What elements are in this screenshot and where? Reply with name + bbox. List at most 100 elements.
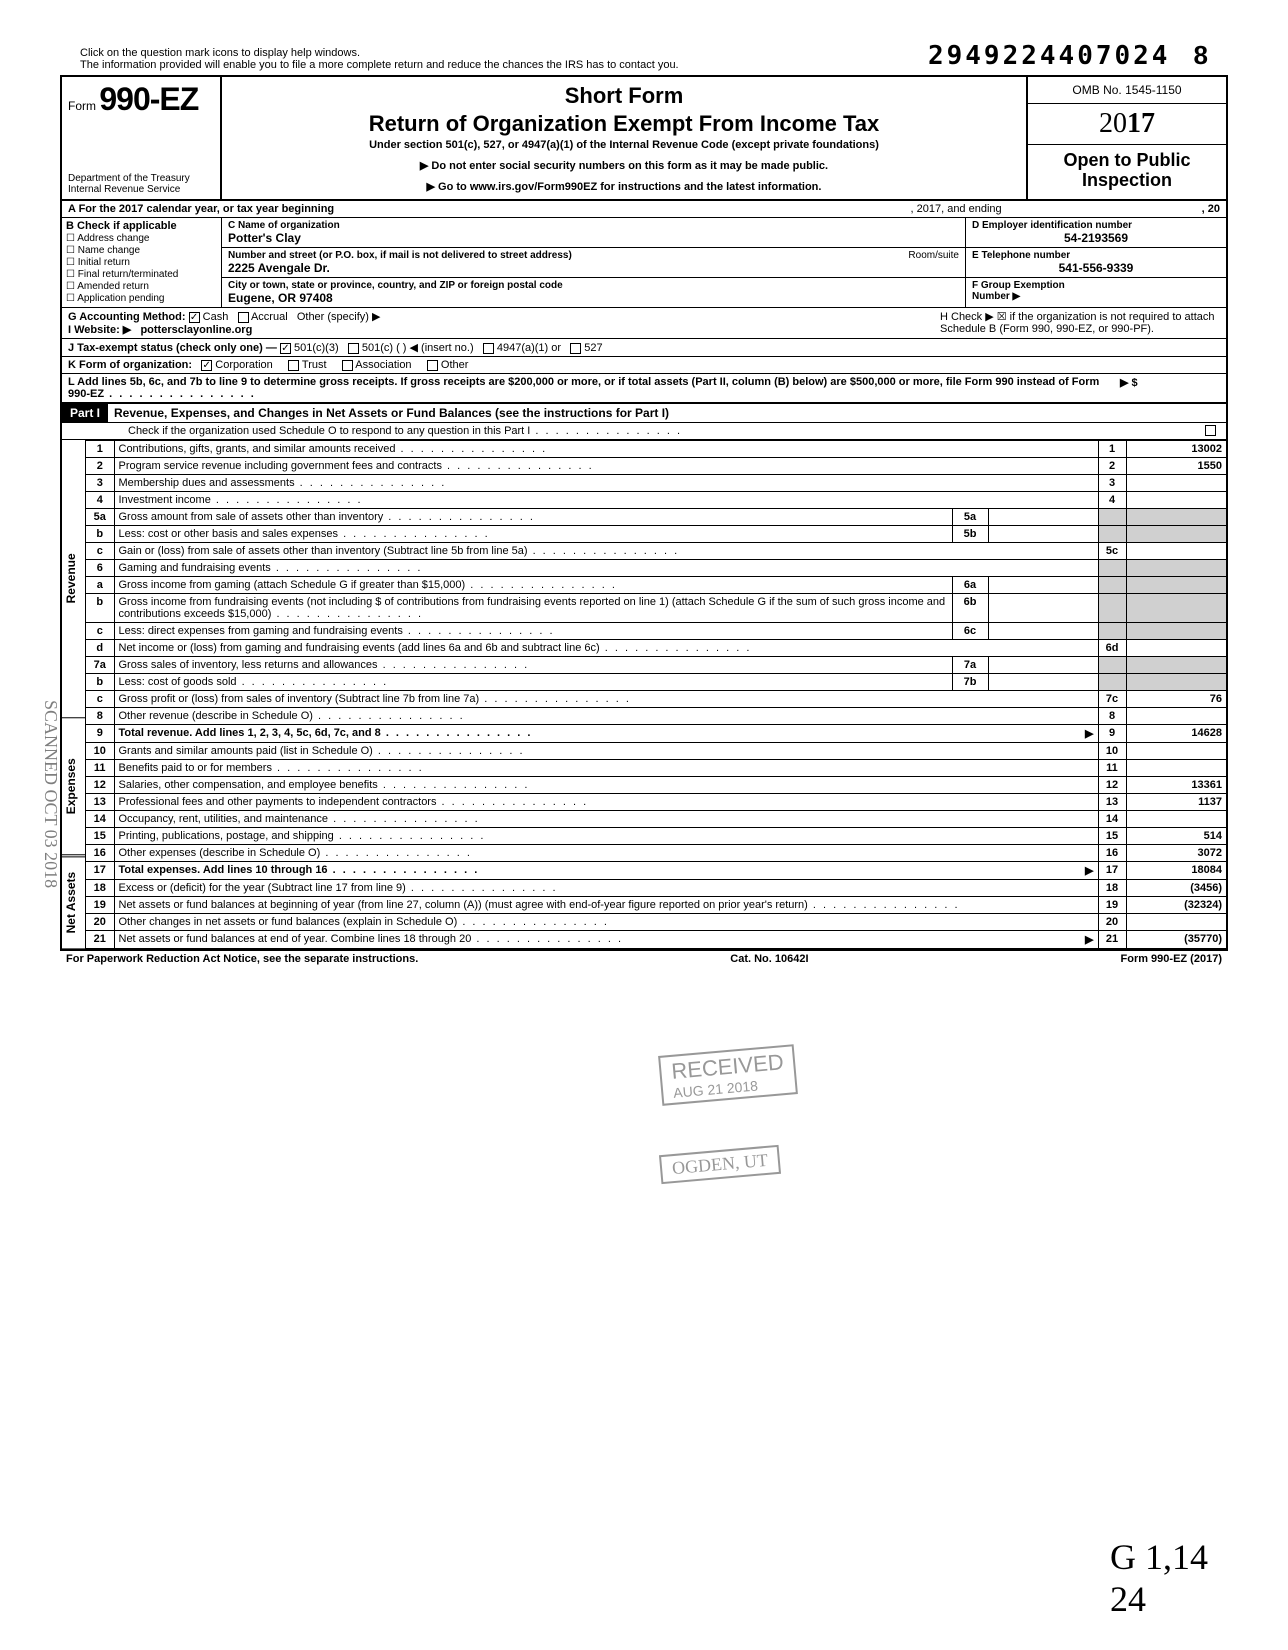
line-description: Net assets or fund balances at end of ye…	[114, 931, 1098, 949]
signature: G 1,14 24	[1110, 1536, 1208, 1620]
right-line-value: 13361	[1126, 777, 1226, 794]
right-val-shaded	[1126, 657, 1226, 674]
col-b: B Check if applicable Address change Nam…	[62, 218, 222, 307]
line-row: 6Gaming and fundraising events	[86, 560, 1226, 577]
right-line-number: 2	[1098, 458, 1126, 475]
cash-checkbox[interactable]: ✓	[189, 312, 200, 323]
right-line-number: 19	[1098, 897, 1126, 914]
right-line-value	[1126, 640, 1226, 657]
hint-line-1: Click on the question mark icons to disp…	[80, 47, 679, 59]
right-line-value	[1126, 475, 1226, 492]
501c3-checkbox[interactable]: ✓	[280, 343, 291, 354]
line-number: b	[86, 526, 114, 543]
line-row: bLess: cost of goods sold7b	[86, 674, 1226, 691]
line-description: Excess or (deficit) for the year (Subtra…	[114, 880, 1098, 897]
right-num-shaded	[1098, 594, 1126, 623]
phone-value: 541-556-9339	[972, 261, 1220, 275]
year-prefix: 20	[1099, 108, 1127, 139]
line-number: 12	[86, 777, 114, 794]
line-description: Program service revenue including govern…	[114, 458, 1098, 475]
barcode-number: 2949224407024	[928, 41, 1171, 71]
corp-checkbox[interactable]: ✓	[201, 360, 212, 371]
line-row: 3Membership dues and assessments3	[86, 475, 1226, 492]
line-number: 6	[86, 560, 114, 577]
mid-line-value	[988, 674, 1098, 691]
trust-checkbox[interactable]	[288, 360, 299, 371]
phone-label: E Telephone number	[972, 250, 1220, 261]
org-name: Potter's Clay	[228, 231, 959, 245]
line-number: 8	[86, 708, 114, 725]
right-line-number: 1	[1098, 441, 1126, 458]
row-a-left: A For the 2017 calendar year, or tax yea…	[68, 203, 911, 215]
part1-label: Part I	[62, 404, 108, 422]
assoc-checkbox[interactable]	[342, 360, 353, 371]
year-bold: 17	[1127, 108, 1155, 139]
cash-label: Cash	[203, 311, 229, 323]
ogden-stamp: OGDEN, UT	[659, 1145, 781, 1184]
line-number: 2	[86, 458, 114, 475]
right-line-value: (35770)	[1126, 931, 1226, 949]
line-description: Membership dues and assessments	[114, 475, 1098, 492]
row-h: H Check ▶ ☒ if the organization is not r…	[940, 310, 1220, 336]
check-initial-return[interactable]: Initial return	[66, 257, 217, 268]
right-val-shaded	[1126, 509, 1226, 526]
mid-line-value	[988, 594, 1098, 623]
line-number: 11	[86, 760, 114, 777]
open-public: Open to Public Inspection	[1028, 145, 1226, 197]
line-row: 15Printing, publications, postage, and s…	[86, 828, 1226, 845]
check-name-change[interactable]: Name change	[66, 245, 217, 256]
501c-checkbox[interactable]	[348, 343, 359, 354]
line-row: dNet income or (loss) from gaming and fu…	[86, 640, 1226, 657]
check-address-change[interactable]: Address change	[66, 233, 217, 244]
accrual-checkbox[interactable]	[238, 312, 249, 323]
right-val-shaded	[1126, 577, 1226, 594]
line-number: a	[86, 577, 114, 594]
right-line-value: 18084	[1126, 862, 1226, 880]
row-k-label: K Form of organization:	[68, 359, 192, 371]
org-name-label: C Name of organization	[228, 220, 340, 231]
mid-line-number: 5a	[952, 509, 988, 526]
right-line-value	[1126, 743, 1226, 760]
part1-check[interactable]	[1205, 425, 1216, 436]
right-line-value: 13002	[1126, 441, 1226, 458]
line-description: Total revenue. Add lines 1, 2, 3, 4, 5c,…	[114, 725, 1098, 743]
city-label: City or town, state or province, country…	[228, 280, 563, 291]
right-num-shaded	[1098, 657, 1126, 674]
527-checkbox[interactable]	[570, 343, 581, 354]
footer-right: Form 990-EZ (2017)	[1121, 953, 1222, 965]
right-line-number: 4	[1098, 492, 1126, 509]
other-org-checkbox[interactable]	[427, 360, 438, 371]
right-line-value: 1137	[1126, 794, 1226, 811]
line-row: 13Professional fees and other payments t…	[86, 794, 1226, 811]
trust-label: Trust	[302, 359, 327, 371]
right-num-shaded	[1098, 526, 1126, 543]
city-state-zip: Eugene, OR 97408	[228, 291, 959, 305]
form-number: 990-EZ	[99, 81, 198, 117]
street-address: 2225 Avengale Dr.	[228, 261, 959, 275]
line-number: c	[86, 543, 114, 560]
4947-checkbox[interactable]	[483, 343, 494, 354]
line-row: 17Total expenses. Add lines 10 through 1…	[86, 862, 1226, 880]
line-number: 18	[86, 880, 114, 897]
short-form-label: Short Form	[232, 83, 1016, 109]
part1-check-text: Check if the organization used Schedule …	[68, 425, 1205, 437]
line-row: 11Benefits paid to or for members11	[86, 760, 1226, 777]
line-description: Gross profit or (loss) from sales of inv…	[114, 691, 1098, 708]
right-line-number: 12	[1098, 777, 1126, 794]
check-pending[interactable]: Application pending	[66, 293, 217, 304]
line-description: Benefits paid to or for members	[114, 760, 1098, 777]
line-row: cGain or (loss) from sale of assets othe…	[86, 543, 1226, 560]
line-description: Net income or (loss) from gaming and fun…	[114, 640, 1098, 657]
check-amended[interactable]: Amended return	[66, 281, 217, 292]
dept-irs: Internal Revenue Service	[68, 184, 214, 195]
line-description: Professional fees and other payments to …	[114, 794, 1098, 811]
check-final-return[interactable]: Final return/terminated	[66, 269, 217, 280]
other-method-label: Other (specify) ▶	[297, 311, 381, 323]
revenue-label: Revenue	[62, 440, 85, 717]
line-number: c	[86, 623, 114, 640]
addr-label: Number and street (or P.O. box, if mail …	[228, 250, 572, 261]
right-line-number: 6d	[1098, 640, 1126, 657]
received-stamp: RECEIVED AUG 21 2018	[658, 1044, 798, 1106]
right-line-number: 14	[1098, 811, 1126, 828]
line-description: Gross income from fundraising events (no…	[114, 594, 952, 623]
